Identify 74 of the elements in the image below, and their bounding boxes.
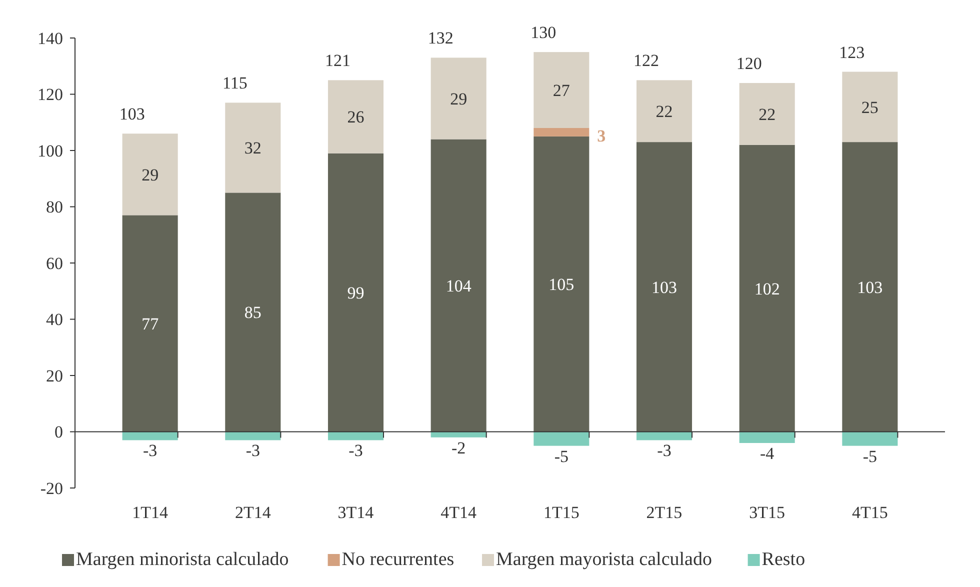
total-label: 120 — [736, 54, 762, 73]
total-label: 132 — [428, 28, 454, 48]
bar — [842, 432, 898, 446]
y-tick-label: 60 — [46, 254, 63, 273]
bar — [636, 80, 692, 142]
x-tick-label: 3T14 — [338, 503, 374, 522]
bar — [122, 215, 178, 432]
bar — [739, 144, 795, 432]
x-tick-label: 2T15 — [646, 503, 682, 522]
data-label: 77 — [142, 314, 160, 334]
y-tick-label: 140 — [38, 28, 63, 48]
x-tick-label: 4T15 — [852, 503, 888, 522]
data-label: 99 — [347, 283, 364, 302]
bar — [122, 134, 178, 216]
data-label: 105 — [548, 275, 574, 294]
data-label: 25 — [861, 98, 878, 117]
legend-label: Margen minorista calculado — [76, 549, 289, 570]
data-label: 104 — [446, 276, 472, 296]
x-tick-label: 3T15 — [749, 503, 786, 522]
data-label: 32 — [244, 138, 262, 158]
bar — [225, 192, 281, 432]
data-label: 3 — [597, 126, 606, 146]
legend-label: Margen mayorista calculado — [496, 549, 712, 570]
y-tick-label: 0 — [54, 422, 63, 442]
data-label: 103 — [857, 278, 883, 297]
bar — [534, 136, 590, 432]
y-tick-label: 100 — [38, 141, 63, 160]
data-label: -3 — [246, 441, 260, 460]
total-label: 103 — [119, 104, 145, 124]
bar — [842, 72, 898, 142]
total-label: 123 — [839, 42, 865, 62]
y-tick-label: 20 — [46, 366, 63, 386]
data-label: 102 — [754, 279, 780, 298]
total-label: 115 — [222, 74, 248, 93]
y-tick-label: -20 — [40, 478, 63, 498]
data-label: -3 — [142, 441, 158, 460]
bar — [328, 153, 384, 432]
y-tick-label: 120 — [38, 85, 63, 104]
data-label: 29 — [142, 165, 159, 184]
y-tick-label: 80 — [46, 198, 63, 217]
legend-label: Resto — [762, 549, 806, 570]
x-tick-label: 4T14 — [440, 503, 478, 522]
bar — [636, 142, 692, 432]
bar — [430, 58, 486, 140]
x-tick-label: 2T14 — [234, 503, 272, 522]
data-label: 26 — [347, 108, 364, 127]
bar — [842, 142, 898, 432]
bar — [739, 432, 795, 443]
bar — [430, 139, 486, 432]
bar — [328, 80, 384, 154]
data-label: 85 — [244, 303, 262, 322]
bar — [225, 102, 281, 193]
data-label: 22 — [656, 102, 673, 122]
total-label: 130 — [530, 23, 556, 42]
data-label: -5 — [554, 446, 569, 466]
bar — [534, 128, 590, 136]
x-tick-label: 1T14 — [132, 503, 169, 522]
data-label: 29 — [450, 89, 468, 108]
y-tick-label: 40 — [46, 310, 63, 330]
bar — [534, 52, 590, 128]
data-label: -4 — [760, 444, 775, 463]
x-tick-label: 1T15 — [543, 503, 580, 522]
data-label: -5 — [862, 446, 878, 466]
bar — [739, 83, 795, 145]
legend-label: No recurrentes — [342, 549, 454, 570]
total-label: 122 — [634, 51, 660, 70]
bar — [534, 432, 590, 446]
data-label: 22 — [758, 104, 776, 124]
data-label: 103 — [652, 278, 678, 297]
data-label: 27 — [552, 80, 570, 100]
data-label: -3 — [657, 441, 672, 460]
total-label: 121 — [324, 51, 350, 70]
data-label: -3 — [348, 441, 363, 460]
data-label: -2 — [451, 438, 466, 458]
